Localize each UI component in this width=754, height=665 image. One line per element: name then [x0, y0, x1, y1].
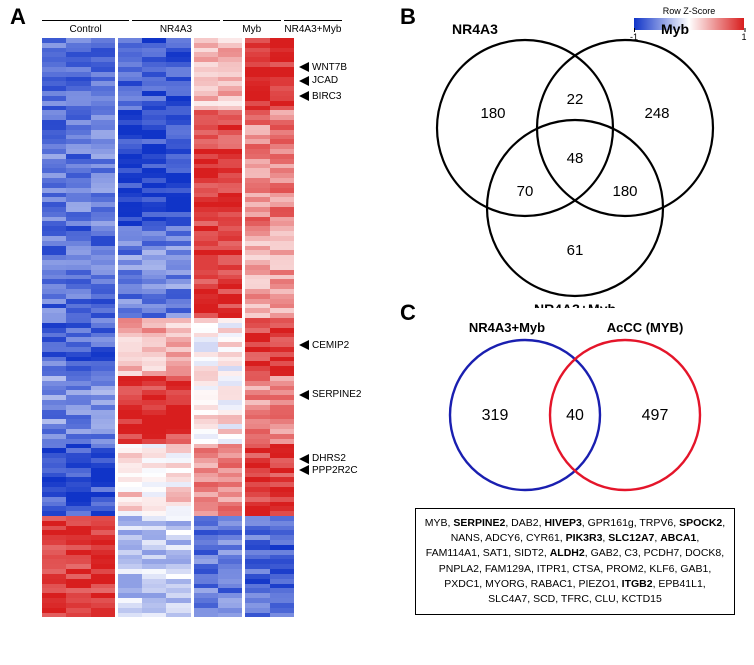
venn-text: 497: [642, 407, 669, 424]
venn-text: 40: [566, 407, 584, 424]
venn-circle: [487, 120, 663, 296]
heatmap-cell: [166, 613, 190, 618]
arrowhead-icon: [298, 75, 310, 87]
heatmap-row-label: CEMIP2: [298, 339, 349, 351]
heatmap-row-label: WNT7B: [298, 61, 347, 73]
heatmap-cell: [66, 613, 90, 618]
panel-c-label: C: [400, 300, 416, 326]
heatmap-row-label: SERPINE2: [298, 389, 361, 401]
heatmap-cell: [194, 613, 218, 618]
gene-list-box: MYB, SERPINE2, DAB2, HIVEP3, GPR161g, TR…: [415, 508, 735, 615]
heatmap-col-control: Control: [42, 20, 129, 38]
venn-text: Myb: [661, 21, 689, 37]
scale-tick-max: 1: [741, 32, 746, 42]
panel-a-label: A: [10, 4, 26, 30]
heatmap-row-label: BIRC3: [298, 90, 341, 102]
venn-text: NR4A3+Myb: [534, 301, 616, 308]
venn-text: AcCC (MYB): [607, 320, 684, 335]
arrowhead-icon: [298, 464, 310, 476]
heatmap-cell: [245, 613, 269, 618]
panel-b-label: B: [400, 4, 416, 30]
arrowhead-icon: [298, 90, 310, 102]
venn-text: 180: [480, 105, 505, 122]
venn-text: 180: [612, 183, 637, 200]
venn-text: 70: [517, 183, 534, 200]
arrowhead-icon: [298, 61, 310, 73]
venn-text: 248: [644, 105, 669, 122]
heatmap-cell: [118, 613, 142, 618]
heatmap-col-myb: Myb: [223, 20, 281, 38]
color-scale-title: Row Z-Score: [634, 6, 744, 16]
heatmap: [42, 38, 294, 618]
heatmap-column-headers: ControlNR4A3MybNR4A3+Myb: [42, 20, 342, 38]
heatmap-row-label: DHRS2: [298, 453, 346, 465]
heatmap-cell: [142, 613, 166, 618]
venn-two-set: NR4A3+Myb AcCC (MYB) 319 497 40: [415, 320, 735, 500]
venn-c-svg: NR4A3+Myb AcCC (MYB) 319 497 40: [415, 320, 735, 500]
heatmap-row-label: JCAD: [298, 75, 338, 87]
heatmap-cell: [91, 613, 115, 618]
arrowhead-icon: [298, 453, 310, 465]
venn-three-set: NR4A3MybNR4A3+Myb18024861227018048: [415, 18, 735, 278]
heatmap-row-label: PPP2R2C: [298, 464, 358, 476]
heatmap-col-nr4a3: NR4A3: [132, 20, 219, 38]
arrowhead-icon: [298, 389, 310, 401]
venn-text: NR4A3: [452, 21, 498, 37]
arrowhead-icon: [298, 339, 310, 351]
heatmap-cell: [42, 613, 66, 618]
venn-text: 61: [567, 242, 584, 259]
venn-text: 22: [567, 91, 584, 108]
venn-text: NR4A3+Myb: [469, 320, 545, 335]
heatmap-col-nr4a3-myb: NR4A3+Myb: [284, 20, 342, 38]
heatmap-row: [42, 613, 294, 618]
heatmap-cell: [218, 613, 242, 618]
venn-text: 319: [482, 407, 509, 424]
heatmap-cell: [270, 613, 294, 618]
heatmap-panel: ControlNR4A3MybNR4A3+Myb: [42, 20, 342, 618]
venn-b-svg: NR4A3 Myb NR4A3+Myb 180 248 61 22 70 180 48: [415, 18, 735, 308]
venn-text: 48: [567, 150, 584, 167]
